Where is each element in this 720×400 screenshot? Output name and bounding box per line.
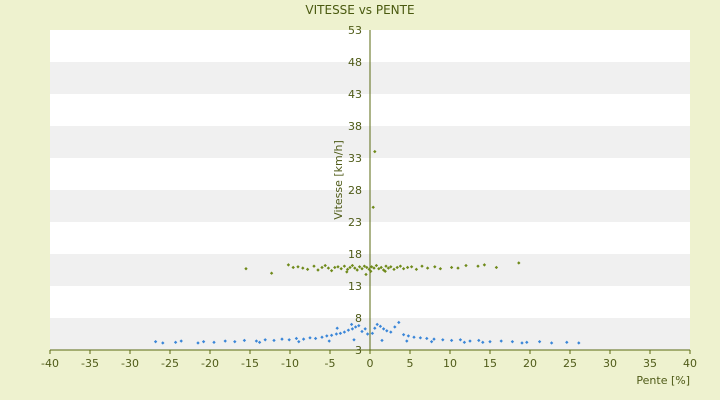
y-tick-label: 38	[348, 120, 362, 133]
data-point	[223, 339, 227, 343]
chart-title: VITESSE vs PENTE	[305, 3, 414, 17]
y-tick-label: 43	[348, 88, 362, 101]
x-tick-label: -30	[121, 357, 139, 370]
y-tick-label: 23	[348, 216, 362, 229]
x-tick-label: 35	[643, 357, 657, 370]
data-point	[510, 339, 515, 344]
y-tick-label: 13	[348, 280, 362, 293]
x-tick-label: 15	[483, 357, 497, 370]
x-tick-label: -5	[325, 357, 336, 370]
x-tick-label: -20	[201, 357, 219, 370]
x-tick-label: 20	[523, 357, 537, 370]
y-tick-label: 3	[355, 344, 362, 357]
data-point	[525, 340, 529, 345]
y-axis-label: Vitesse [km/h]	[332, 140, 345, 220]
data-point	[233, 339, 237, 344]
y-tick-label: 8	[355, 312, 362, 325]
data-point	[212, 340, 216, 345]
x-tick-label: -15	[241, 357, 259, 370]
y-tick-label: 28	[348, 184, 362, 197]
y-tick-label: 53	[348, 24, 362, 37]
y-tick-label: 33	[348, 152, 362, 165]
data-point	[565, 340, 569, 345]
x-tick-label: -25	[161, 357, 179, 370]
x-tick-label: -40	[41, 357, 59, 370]
x-axis-label: Pente [%]	[636, 374, 690, 387]
axes	[49, 30, 691, 354]
data-point	[254, 339, 259, 343]
x-tick-label: 5	[407, 357, 414, 370]
x-tick-label: 10	[443, 357, 457, 370]
data-point	[161, 341, 165, 345]
data-point	[173, 340, 178, 345]
data-point	[244, 267, 248, 271]
y-tick-label: 48	[348, 56, 362, 69]
x-tick-label: -10	[281, 357, 299, 370]
tick-labels: -40 -35 -30 -25 -20 -15 -10 -5 0 5 10 15 20 25 30 35 40 3…	[41, 24, 697, 370]
data-point	[179, 339, 183, 343]
x-tick-label: -35	[81, 357, 99, 370]
data-point	[242, 338, 247, 343]
x-tick-label: 25	[563, 357, 577, 370]
x-tick-label: 40	[683, 357, 697, 370]
data-point	[373, 149, 377, 154]
y-tick-label: 18	[348, 248, 362, 261]
x-tick-label: 0	[367, 357, 374, 370]
data-point	[196, 341, 200, 345]
x-tick-label: 30	[603, 357, 617, 370]
